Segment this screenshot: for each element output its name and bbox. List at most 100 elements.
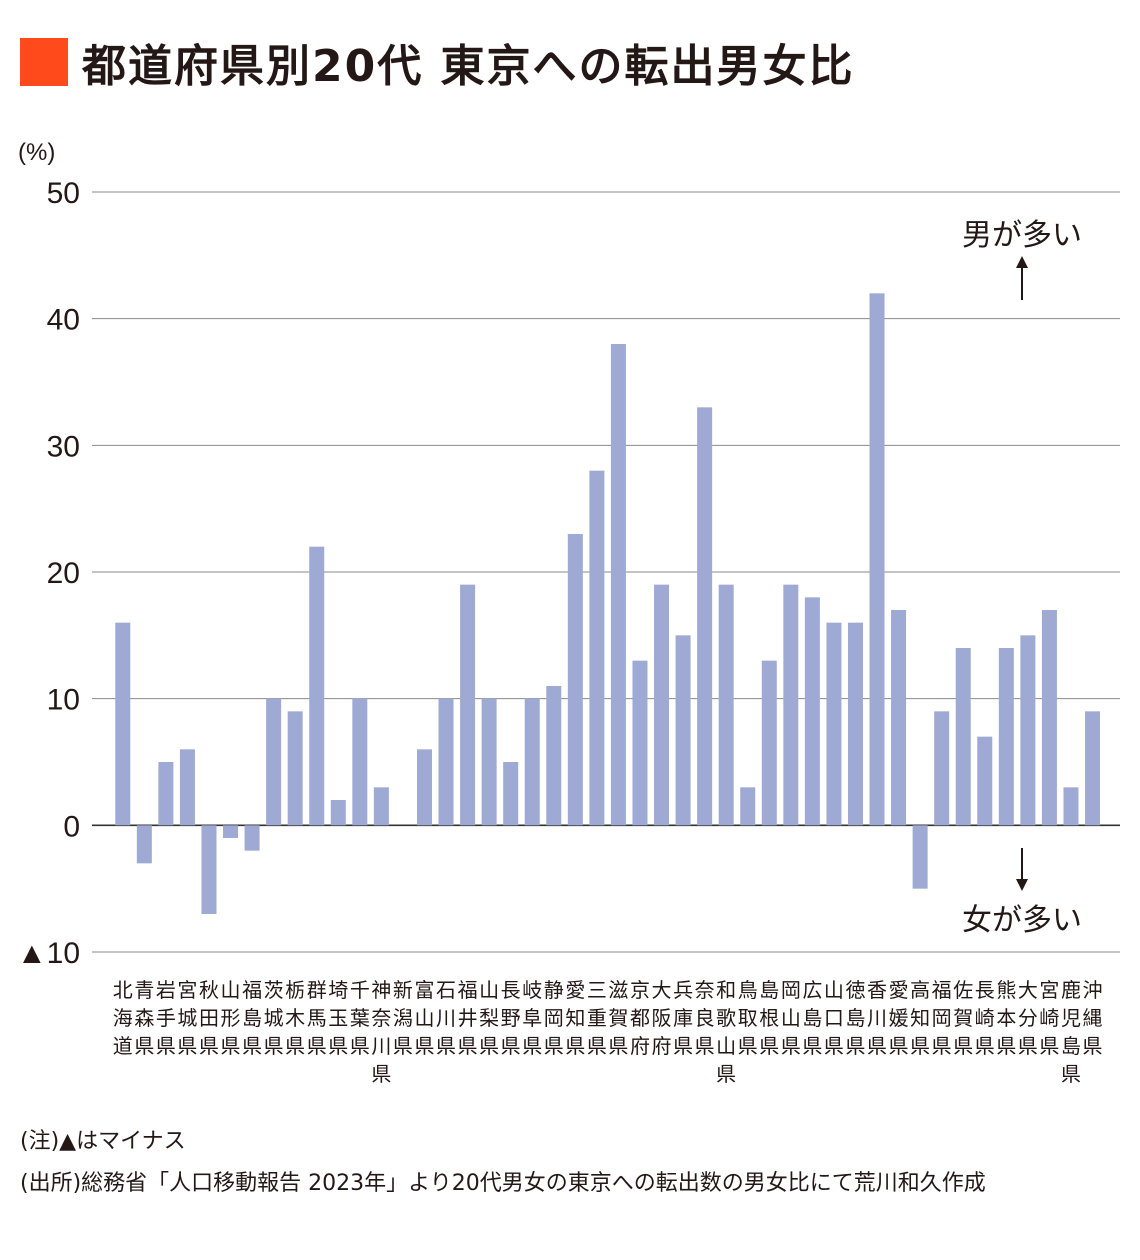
x-tick-label-長崎県: 長崎県 bbox=[975, 978, 995, 1058]
x-tick-label-京都府: 京都府 bbox=[630, 978, 650, 1058]
bar-群馬県 bbox=[309, 546, 325, 826]
x-tick-label-佐賀県: 佐賀県 bbox=[953, 978, 973, 1058]
bar-千葉県 bbox=[352, 698, 368, 826]
bar-三重県 bbox=[589, 470, 605, 826]
y-tick-label: ▲10 bbox=[17, 937, 80, 970]
x-tick-label-和歌山県: 和歌山県 bbox=[716, 978, 736, 1086]
x-tick-label-広島県: 広島県 bbox=[802, 978, 822, 1058]
bar-熊本県 bbox=[998, 648, 1014, 826]
bar-愛媛県 bbox=[891, 610, 907, 826]
arrow-up-icon bbox=[1016, 256, 1028, 268]
x-tick-label-大阪府: 大阪府 bbox=[652, 978, 672, 1058]
y-tick-label: 40 bbox=[47, 304, 80, 337]
bar-宮崎県 bbox=[1041, 610, 1057, 826]
bar-高知県 bbox=[912, 825, 928, 889]
bar-富山県 bbox=[416, 749, 432, 826]
bar-栃木県 bbox=[287, 711, 303, 826]
bar-chart: 50 40 30 20 10 0 ▲10 北海道青森県岩手県宮城県秋田県山形県福島県茨城県栃… bbox=[17, 139, 1120, 1086]
x-tick-label-岡山県: 岡山県 bbox=[781, 978, 801, 1058]
bar-岡山県 bbox=[783, 584, 799, 826]
x-tick-label-秋田県: 秋田県 bbox=[199, 978, 219, 1058]
bars bbox=[115, 293, 1101, 914]
x-tick-label-岩手県: 岩手県 bbox=[156, 978, 176, 1058]
x-tick-label-熊本県: 熊本県 bbox=[996, 978, 1016, 1058]
y-tick-label: 50 bbox=[47, 177, 80, 210]
bar-沖縄県 bbox=[1085, 711, 1101, 826]
x-tick-label-大分県: 大分県 bbox=[1018, 978, 1038, 1058]
lower-annotation: 女が多い bbox=[962, 848, 1082, 938]
bar-長野県 bbox=[503, 762, 519, 826]
bar-香川県 bbox=[869, 293, 885, 826]
x-tick-label-岐阜県: 岐阜県 bbox=[522, 978, 542, 1058]
x-tick-label-北海道: 北海道 bbox=[113, 978, 133, 1058]
x-tick-label-徳島県: 徳島県 bbox=[845, 978, 865, 1058]
x-tick-label-島根県: 島根県 bbox=[759, 978, 779, 1058]
x-tick-label-静岡県: 静岡県 bbox=[544, 978, 564, 1058]
x-tick-label-福井県: 福井県 bbox=[458, 978, 478, 1058]
bar-山口県 bbox=[826, 622, 842, 826]
x-tick-label-山梨県: 山梨県 bbox=[479, 978, 499, 1058]
bar-福島県 bbox=[244, 825, 260, 851]
x-tick-label-鹿児島県: 鹿児島県 bbox=[1061, 978, 1081, 1086]
bar-和歌山県 bbox=[718, 584, 734, 826]
x-tick-label-青森県: 青森県 bbox=[134, 978, 154, 1058]
bar-島根県 bbox=[761, 660, 777, 826]
bar-広島県 bbox=[804, 597, 820, 826]
bar-茨城県 bbox=[266, 698, 282, 826]
x-tick-label-茨城県: 茨城県 bbox=[264, 978, 284, 1058]
bar-滋賀県 bbox=[610, 344, 626, 826]
bar-山形県 bbox=[223, 825, 239, 838]
bar-静岡県 bbox=[546, 686, 562, 826]
bar-長崎県 bbox=[977, 736, 993, 826]
x-tick-label-栃木県: 栃木県 bbox=[285, 978, 305, 1058]
x-tick-label-奈良県: 奈良県 bbox=[695, 978, 715, 1058]
y-tick-label: 20 bbox=[47, 557, 80, 590]
x-tick-label-三重県: 三重県 bbox=[587, 978, 607, 1058]
x-tick-label-山口県: 山口県 bbox=[824, 978, 844, 1058]
x-tick-label-愛知県: 愛知県 bbox=[565, 978, 585, 1058]
bar-愛知県 bbox=[567, 534, 583, 826]
bar-徳島県 bbox=[847, 622, 863, 826]
x-tick-label-富山県: 富山県 bbox=[414, 978, 434, 1058]
y-tick-label: 10 bbox=[47, 684, 80, 717]
x-tick-label-沖縄県: 沖縄県 bbox=[1083, 978, 1103, 1058]
y-unit-label: (%) bbox=[18, 139, 55, 166]
arrow-down-icon bbox=[1016, 879, 1028, 891]
upper-annotation: 男が多い bbox=[962, 218, 1082, 300]
x-tick-label-香川県: 香川県 bbox=[867, 978, 887, 1058]
x-tick-label-福島県: 福島県 bbox=[242, 978, 262, 1058]
x-tick-label-鳥取県: 鳥取県 bbox=[738, 978, 758, 1058]
x-tick-label-新潟県: 新潟県 bbox=[393, 978, 413, 1058]
bar-大分県 bbox=[1020, 635, 1036, 826]
bar-岐阜県 bbox=[524, 698, 540, 826]
bar-埼玉県 bbox=[330, 800, 346, 826]
x-tick-label-宮城県: 宮城県 bbox=[177, 978, 197, 1058]
footnote: (注)▲はマイナス bbox=[20, 1129, 186, 1154]
x-tick-label-宮崎県: 宮崎県 bbox=[1039, 978, 1059, 1058]
x-tick-label-神奈川県: 神奈川県 bbox=[371, 978, 391, 1086]
y-tick-label: 30 bbox=[47, 430, 80, 463]
bar-神奈川県 bbox=[373, 787, 389, 826]
bar-鹿児島県 bbox=[1063, 787, 1079, 826]
x-tick-label-高知県: 高知県 bbox=[910, 978, 930, 1058]
bar-福岡県 bbox=[934, 711, 950, 826]
bar-鳥取県 bbox=[740, 787, 756, 826]
bar-秋田県 bbox=[201, 825, 217, 914]
bar-石川県 bbox=[438, 698, 454, 826]
x-tick-label-福岡県: 福岡県 bbox=[932, 978, 952, 1058]
x-tick-label-滋賀県: 滋賀県 bbox=[608, 978, 628, 1058]
x-tick-label-長野県: 長野県 bbox=[501, 978, 521, 1058]
x-tick-label-群馬県: 群馬県 bbox=[307, 978, 327, 1058]
annotation-men-more: 男が多い bbox=[962, 218, 1082, 253]
x-tick-label-兵庫県: 兵庫県 bbox=[673, 978, 693, 1058]
x-tick-label-山形県: 山形県 bbox=[221, 978, 241, 1058]
bar-山梨県 bbox=[481, 698, 497, 826]
x-tick-label-愛媛県: 愛媛県 bbox=[889, 978, 909, 1058]
bar-奈良県 bbox=[697, 407, 713, 826]
annotation-women-more: 女が多い bbox=[962, 903, 1082, 938]
title-marker bbox=[20, 38, 68, 86]
bar-青森県 bbox=[136, 825, 152, 864]
bar-京都府 bbox=[632, 660, 648, 826]
y-tick-label: 0 bbox=[63, 810, 80, 843]
bar-兵庫県 bbox=[675, 635, 691, 826]
